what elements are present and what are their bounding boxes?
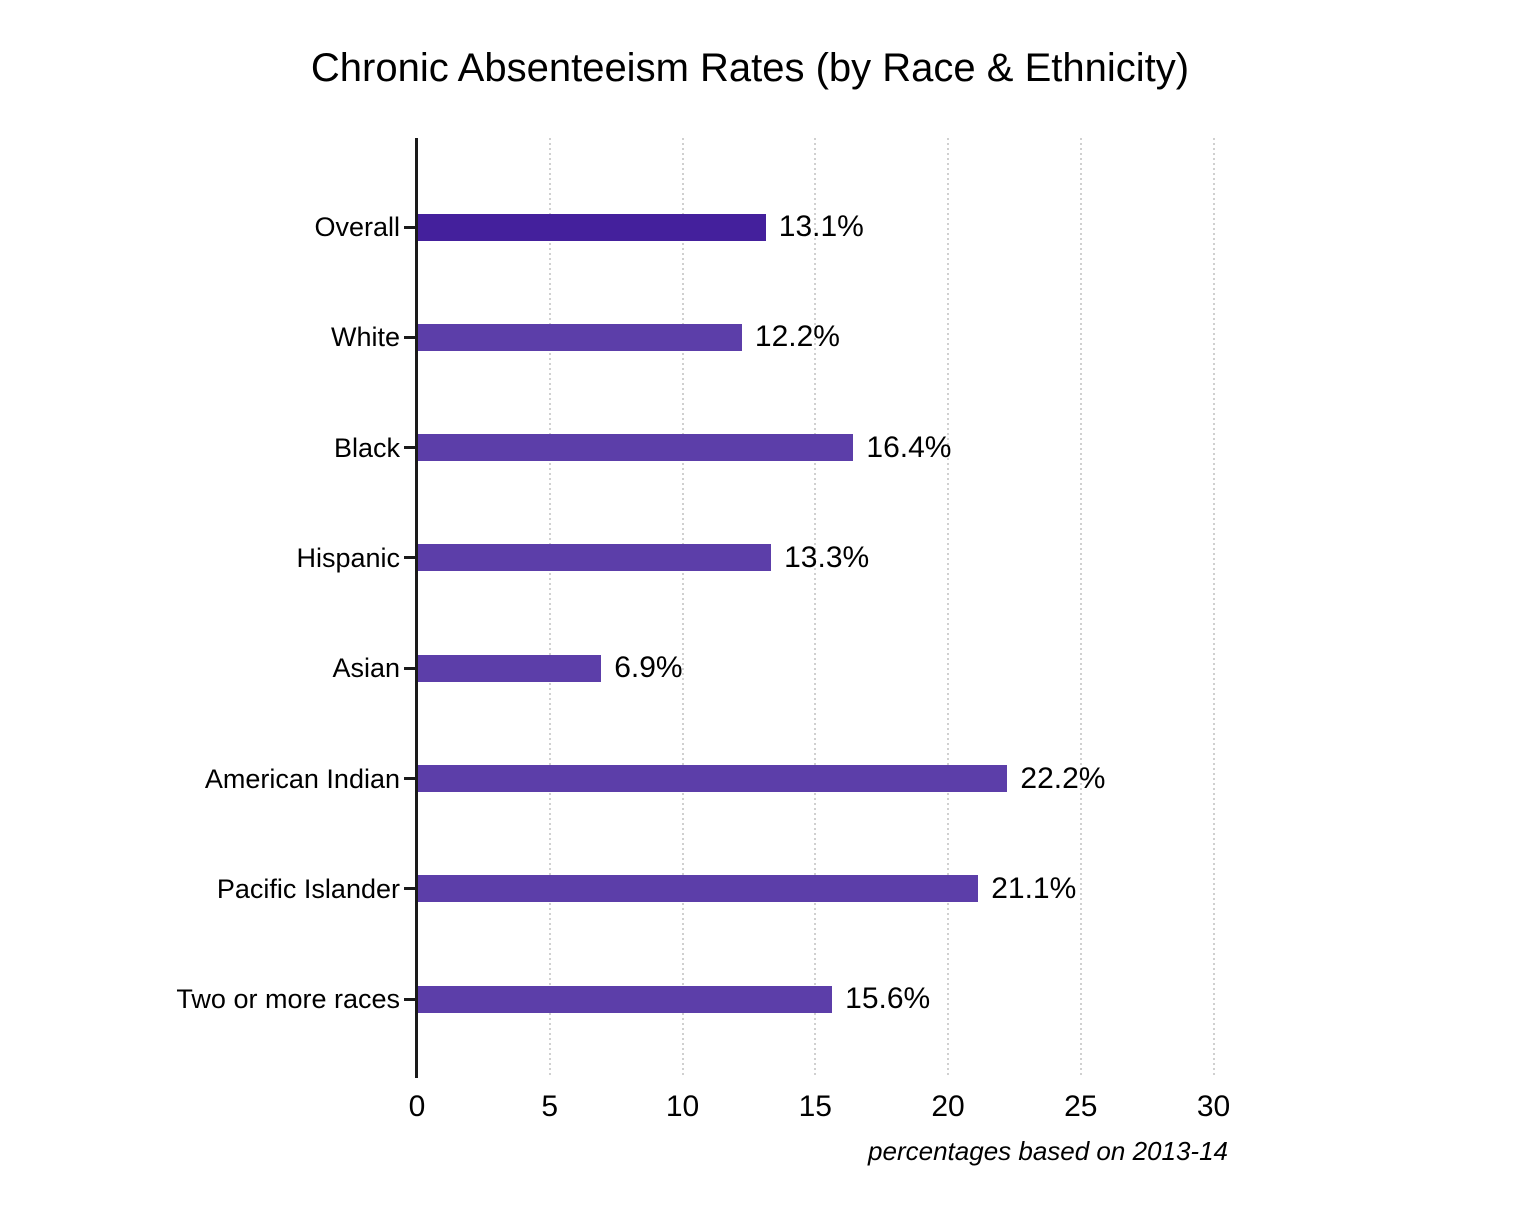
x-tick-label: 25 [1064,1090,1098,1123]
bar [418,544,772,572]
bar-value-label: 13.1% [778,210,864,243]
gridline [947,138,949,1078]
bar-value-label: 12.2% [754,320,840,354]
category-tick [404,556,416,560]
gridline [1212,138,1215,1078]
category-tick [404,887,416,891]
category-label: Two or more races [176,984,400,1015]
y-axis-line [415,138,418,1078]
bar-value-label: 13.3% [784,540,870,574]
category-label: White [330,322,400,353]
category-label: Pacific Islander [216,873,400,904]
bar-value-label: 15.6% [845,982,931,1016]
bar [418,323,742,351]
category-tick [404,777,416,780]
gridline [681,138,684,1078]
bar-value-label: 22.2% [1020,761,1106,795]
gridline [814,138,817,1078]
category-tick [404,446,416,450]
category-label: Black [333,432,400,463]
category-label: American Indian [204,763,400,794]
gridline [1079,138,1082,1078]
bar [418,434,854,462]
chart-footnote: percentages based on 2013-14 [868,1136,1228,1166]
x-tick-label: 10 [665,1090,700,1123]
bar-value-label: 16.4% [866,430,952,464]
bar [418,985,833,1013]
x-tick-label: 20 [931,1090,965,1123]
category-label: Overall [314,212,400,242]
x-tick-label: 0 [408,1090,426,1123]
x-tick-label: 30 [1196,1090,1231,1123]
category-label: Asian [332,653,400,684]
category-label: Hispanic [296,542,400,573]
bar [418,875,979,903]
x-tick-label: 5 [541,1090,559,1123]
category-tick [404,225,416,229]
bar [418,213,766,241]
x-tick-label: 15 [798,1090,832,1123]
category-tick [404,666,416,670]
bar [418,654,602,682]
gridline [548,138,551,1078]
bar-value-label: 6.9% [614,651,683,685]
category-tick [404,335,416,339]
category-tick [404,997,416,1001]
bar-value-label: 21.1% [991,871,1077,905]
bar [418,765,1008,792]
chart-title: Chronic Absenteeism Rates (by Race & Eth… [310,46,1190,90]
